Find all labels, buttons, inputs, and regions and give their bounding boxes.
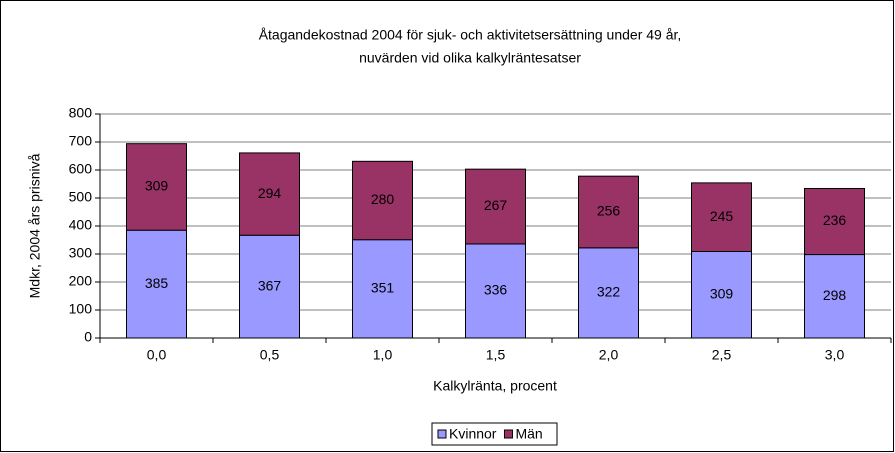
data-label: 336: [484, 282, 508, 298]
bar-segment: [578, 175, 639, 249]
legend-label: Kvinnor: [449, 426, 497, 442]
data-label: 298: [823, 287, 847, 303]
bar-segment: [126, 143, 187, 231]
data-label: 351: [371, 280, 395, 296]
bar-segment: [126, 229, 187, 339]
data-label: 367: [258, 277, 282, 293]
x-tick-label: 3,0: [825, 347, 845, 363]
y-tick-label: 100: [69, 301, 93, 317]
bar-segment: [804, 254, 865, 339]
x-tick-label: 2,5: [712, 347, 732, 363]
x-axis-title: Kalkylränta, procent: [433, 378, 557, 394]
bar-segment: [691, 250, 752, 339]
legend-box: [431, 422, 558, 446]
chart-title: Åtagandekostnad 2004 för sjuk- och aktiv…: [259, 27, 682, 43]
bar-segment: [239, 152, 300, 236]
x-tick-label: 2,0: [599, 347, 619, 363]
y-tick-label: 200: [69, 273, 93, 289]
bar-segment: [578, 247, 639, 339]
bar-segment: [465, 168, 526, 245]
y-tick-label: 800: [69, 105, 93, 121]
data-label: 294: [258, 185, 282, 201]
bar-segment: [465, 243, 526, 339]
bar-segment: [352, 160, 413, 241]
y-tick-label: 700: [69, 133, 93, 149]
bar-segment: [352, 239, 413, 339]
legend-swatch: [437, 429, 447, 439]
bar-segment: [804, 187, 865, 256]
bar-segment: [691, 182, 752, 252]
x-tick-label: 1,5: [486, 347, 506, 363]
data-label: 245: [710, 208, 734, 224]
x-tick-label: 0,0: [147, 347, 167, 363]
data-label: 236: [823, 212, 847, 228]
legend-label: Män: [515, 426, 542, 442]
y-tick-label: 300: [69, 245, 93, 261]
data-label: 267: [484, 197, 508, 213]
legend-swatch: [503, 429, 513, 439]
data-label: 385: [145, 275, 169, 291]
y-tick-label: 0: [84, 329, 92, 345]
chart-title: nuvärden vid olika kalkylräntesatser: [359, 50, 581, 66]
data-label: 280: [371, 191, 395, 207]
data-label: 309: [710, 285, 734, 301]
y-tick-label: 400: [69, 217, 93, 233]
y-axis-title: Mdkr, 2004 års prisnivå: [27, 153, 43, 298]
x-tick-label: 0,5: [260, 347, 280, 363]
y-tick-label: 500: [69, 189, 93, 205]
data-label: 322: [597, 284, 621, 300]
y-tick-label: 600: [69, 161, 93, 177]
data-label: 309: [145, 178, 169, 194]
x-tick-label: 1,0: [373, 347, 393, 363]
data-label: 256: [597, 203, 621, 219]
